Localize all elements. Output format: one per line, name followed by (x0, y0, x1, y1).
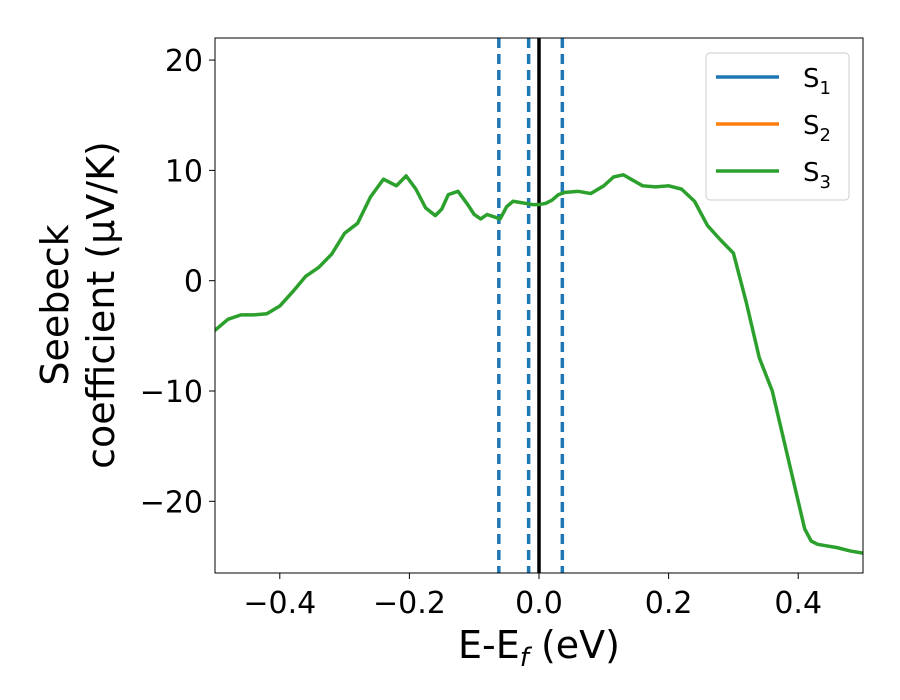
legend-label-s1: S1 (803, 64, 831, 99)
legend-label-s2: S2 (803, 111, 831, 146)
y-tick-label: 10 (165, 154, 203, 189)
series-line-s3 (215, 173, 863, 555)
x-tick-label: 0.2 (645, 586, 693, 621)
legend: S1 S2 S3 (705, 52, 850, 201)
y-axis-title-line1: Seebeck (33, 224, 77, 385)
y-tick-label: 20 (165, 44, 203, 79)
x-tick-label: −0.2 (373, 586, 446, 621)
plot-content (215, 38, 863, 573)
y-tick-label: −10 (140, 375, 203, 410)
legend-box (705, 52, 850, 201)
y-axis: −20 −10 0 10 20 (140, 44, 215, 520)
x-axis-title: E-Ef (eV) (458, 623, 620, 673)
y-tick-label: 0 (184, 265, 203, 300)
legend-label-s3: S3 (803, 158, 831, 193)
x-tick-label: 0.4 (774, 586, 822, 621)
x-tick-label: −0.4 (243, 586, 316, 621)
y-axis-title-line2: coefficient (μV/K) (79, 141, 123, 469)
x-axis: −0.4 −0.2 0.0 0.2 0.4 (243, 573, 822, 621)
y-tick-label: −20 (140, 485, 203, 520)
x-tick-label: 0.0 (515, 586, 563, 621)
y-axis-title: Seebeck coefficient (μV/K) (33, 141, 123, 469)
